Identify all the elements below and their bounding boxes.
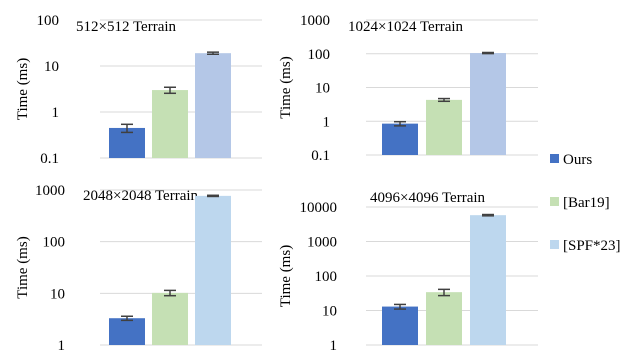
chart-title: 2048×2048 Terrain xyxy=(83,188,199,204)
y-tick-label: 10 xyxy=(322,304,337,320)
bar-1 xyxy=(382,306,418,345)
y-tick-label: 100 xyxy=(308,47,331,63)
error-bar xyxy=(482,51,494,55)
legend-item-bar19: [Bar19] xyxy=(550,195,610,211)
error-bar xyxy=(121,315,133,322)
error-bar xyxy=(438,288,450,297)
error-bar xyxy=(482,213,494,217)
chart-panel-1: 0.1 1 10 100 512×512 Terrain Time (ms) xyxy=(15,13,262,167)
legend-item-spf23: [SPF*23] xyxy=(550,238,621,254)
legend-label-spf23: [SPF*23] xyxy=(563,238,621,254)
bar-3 xyxy=(470,215,506,345)
error-bar xyxy=(394,120,406,127)
y-tick-label: 100 xyxy=(43,235,66,251)
bar-2 xyxy=(426,292,462,345)
y-axis-label: Time (ms) xyxy=(278,245,294,307)
bar-3 xyxy=(470,53,506,155)
legend-label-ours: Ours xyxy=(563,152,592,168)
error-bar xyxy=(394,303,406,310)
y-tick-label: 1 xyxy=(330,338,338,350)
y-tick-label: 1000 xyxy=(300,13,330,29)
y-tick-label: 1 xyxy=(58,338,66,350)
chart-title: 512×512 Terrain xyxy=(76,19,177,35)
chart-panel-2: 0.1 1 10 100 1000 1024×1024 Terrain Time (ms) xyxy=(278,13,538,164)
bar-2 xyxy=(426,99,462,155)
chart-panel-4: 1 10 100 1000 10000 4096×4096 Terrain Time (ms… xyxy=(278,190,538,354)
legend-swatch-ours xyxy=(550,154,559,163)
error-bar xyxy=(438,97,450,103)
bar-1 xyxy=(109,318,145,345)
chart-title: 4096×4096 Terrain xyxy=(370,190,486,206)
bar-3 xyxy=(195,53,231,158)
legend: Ours [Bar19] [SPF*23] xyxy=(550,152,621,254)
y-tick-label: 100 xyxy=(37,13,60,29)
y-tick-label: 1 xyxy=(52,105,60,121)
error-bar xyxy=(207,51,219,56)
legend-swatch-bar19 xyxy=(550,197,559,206)
y-tick-label: 10 xyxy=(50,286,65,302)
y-tick-label: 10000 xyxy=(300,200,338,216)
bar-1 xyxy=(382,123,418,155)
error-bar xyxy=(207,194,219,198)
y-tick-label: 100 xyxy=(315,269,338,285)
error-bar xyxy=(164,86,176,95)
y-tick-label: 1000 xyxy=(307,235,337,251)
y-axis-label: Time (ms) xyxy=(15,58,31,120)
y-tick-label: 10 xyxy=(44,59,59,75)
legend-swatch-spf23 xyxy=(550,240,559,249)
chart-title: 1024×1024 Terrain xyxy=(348,19,464,35)
y-tick-label: 0.1 xyxy=(311,148,330,164)
chart-panel-3: 1 10 100 1000 2048×2048 Terrain Time (ms) xyxy=(15,183,262,354)
error-bar xyxy=(164,289,176,297)
legend-item-ours: Ours xyxy=(550,152,592,168)
error-bar xyxy=(121,123,133,134)
bar-3 xyxy=(195,195,231,345)
y-tick-label: 10 xyxy=(315,81,330,97)
y-tick-label: 1000 xyxy=(35,183,65,199)
y-axis-label: Time (ms) xyxy=(15,236,31,298)
bar-2 xyxy=(152,90,188,158)
bar-2 xyxy=(152,292,188,345)
y-tick-label: 0.1 xyxy=(40,151,59,167)
y-axis-label: Time (ms) xyxy=(278,56,294,118)
legend-label-bar19: [Bar19] xyxy=(563,195,610,211)
y-tick-label: 1 xyxy=(323,114,331,130)
